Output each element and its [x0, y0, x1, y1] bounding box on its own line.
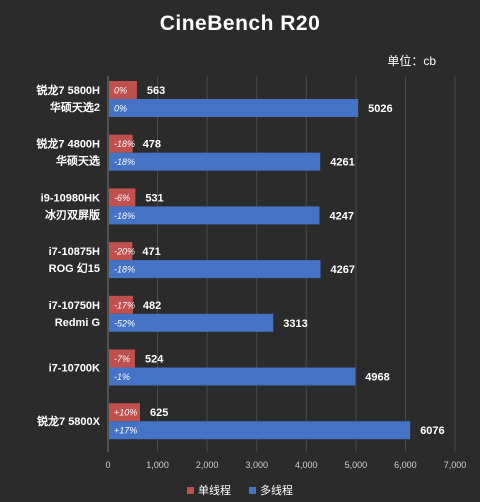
legend-item-single: 单线程 [187, 482, 231, 498]
bar-value-label-single: 563 [147, 85, 165, 97]
legend-label-single: 单线程 [198, 485, 231, 497]
bar-pct-label-multi: +17% [114, 426, 137, 436]
category-label: i7-10750H [49, 300, 100, 312]
bar-pct-label-multi: -18% [114, 211, 135, 221]
x-tick-label: 3,000 [245, 460, 268, 470]
bar-value-label-single: 625 [150, 407, 168, 419]
bar-single [109, 349, 135, 368]
bar-value-label-multi: 4267 [331, 264, 355, 276]
bar-value-label-multi: 4261 [330, 157, 354, 169]
bar-value-label-single: 524 [145, 354, 164, 366]
bar-value-label-single: 482 [143, 300, 161, 312]
bar-pct-label-single: -18% [114, 139, 135, 149]
bar-pct-label-multi: -52% [114, 318, 135, 328]
bar-pct-label-multi: 0% [114, 104, 127, 114]
bar-value-label-multi: 4968 [365, 372, 389, 384]
category-label: 锐龙7 4800H [36, 137, 100, 151]
bar-pct-label-multi: -18% [114, 157, 135, 167]
bar-chart: 0 1,000 2,000 3,000 4,000 5,000 6,000 7,000 锐龙7 … [36, 76, 467, 470]
x-tick-label: 4,000 [295, 460, 318, 470]
bar-single [109, 81, 137, 99]
category-sublabel: ROG 幻15 [49, 261, 100, 275]
category-sublabel: 华硕天选 [56, 154, 100, 168]
bar-pct-label-single: 0% [114, 86, 127, 96]
category-label: 锐龙7 5800X [37, 414, 101, 428]
bar-pct-label-multi: -18% [114, 265, 135, 275]
bar-pct-label-multi: -1% [114, 372, 130, 382]
category-sublabel: Redmi G [55, 317, 100, 329]
bar-value-label-multi: 6076 [420, 425, 444, 437]
bar-value-label-single: 478 [143, 139, 161, 151]
bar-value-label-multi: 5026 [368, 103, 392, 115]
category-sublabel: 冰刃双屏版 [45, 207, 100, 221]
legend-swatch-multi [249, 486, 256, 494]
bar-multi [109, 367, 356, 386]
x-tick-label: 0 [105, 460, 110, 470]
category-label: 锐龙7 5800H [36, 83, 100, 97]
category-label: i7-10700K [49, 363, 100, 375]
legend-label-multi: 多线程 [260, 485, 293, 497]
bar-single [109, 134, 133, 153]
bar-single [109, 295, 133, 314]
x-tick-label: 2,000 [196, 460, 219, 470]
bar-multi [109, 260, 321, 279]
bar-value-label-multi: 4247 [330, 210, 354, 222]
category-label: i7-10875H [49, 246, 100, 258]
unit-label: 单位：cb [387, 54, 436, 68]
legend-swatch-single [187, 486, 194, 494]
legend-item-multi: 多线程 [249, 482, 293, 498]
bar-multi [109, 152, 321, 171]
bar-pct-label-single: +10% [114, 408, 137, 418]
x-tick-label: 7,000 [444, 460, 467, 470]
x-tick-label: 1,000 [146, 460, 169, 470]
chart-legend: 单线程 多线程 [0, 482, 480, 498]
x-tick-label: 6,000 [394, 460, 417, 470]
bar-pct-label-single: -17% [114, 300, 135, 310]
bar-value-label-single: 531 [145, 192, 163, 204]
category-sublabel: 华硕天选2 [50, 100, 100, 114]
bar-multi [109, 99, 359, 117]
bar-single [109, 403, 140, 422]
bar-value-label-multi: 3313 [283, 318, 307, 330]
chart-title: CineBench R20 [159, 12, 321, 35]
bar-multi [109, 421, 411, 440]
category-label: i9-10980HK [41, 192, 100, 204]
bar-single [109, 242, 133, 261]
bar-single [109, 188, 136, 207]
bar-pct-label-single: -20% [114, 247, 135, 257]
bar-pct-label-single: -6% [114, 193, 130, 203]
bar-value-label-single: 471 [142, 246, 160, 258]
bar-multi [109, 313, 274, 332]
bar-pct-label-single: -7% [114, 354, 130, 364]
x-tick-label: 5,000 [345, 460, 368, 470]
bar-multi [109, 206, 320, 225]
